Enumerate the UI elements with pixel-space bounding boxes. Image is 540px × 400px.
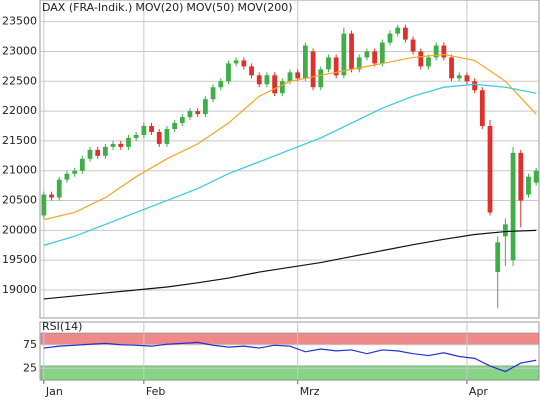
line-series <box>43 83 537 246</box>
line-series <box>43 341 537 373</box>
candle-body <box>141 126 147 135</box>
candle-body <box>233 60 239 64</box>
candle-body <box>187 111 193 118</box>
candle-body <box>410 39 416 52</box>
candle-body <box>264 75 270 85</box>
plot-area <box>39 0 540 319</box>
candle-body <box>310 51 316 88</box>
candle-body <box>64 173 70 180</box>
candle-body <box>56 179 62 198</box>
candle-body <box>226 63 231 82</box>
line-series <box>43 229 537 300</box>
candle-body <box>318 69 324 88</box>
candle-body <box>249 66 254 76</box>
candle-body <box>149 126 154 132</box>
candle-body <box>210 87 216 100</box>
candle-body <box>395 27 401 34</box>
candle-body <box>179 117 185 124</box>
candle-body <box>510 152 516 261</box>
y-tick-label: 22000 <box>2 104 37 117</box>
candle-body <box>379 42 385 64</box>
y-tick-label: 20500 <box>2 194 37 207</box>
candle-body <box>487 126 493 213</box>
candle-body <box>518 152 524 201</box>
candle-body <box>433 45 439 58</box>
candle-body <box>295 72 301 79</box>
candle-body <box>364 51 370 58</box>
y-tick-label: 20000 <box>2 223 37 236</box>
candle-body <box>164 128 170 144</box>
candle-body <box>479 90 485 127</box>
line-series <box>43 53 537 221</box>
candle-body <box>356 57 362 70</box>
candle-body <box>303 45 308 79</box>
candle-body <box>426 57 431 67</box>
x-tick-label: Jan <box>45 385 63 398</box>
candle-body <box>456 75 462 79</box>
y-tick-label: 22500 <box>2 74 37 87</box>
y-tick-label: 75 <box>23 338 37 351</box>
candle-body <box>495 242 501 273</box>
candle-body <box>49 194 54 198</box>
candle-body <box>41 194 47 216</box>
candle-body <box>126 137 131 147</box>
rsi-zone <box>40 332 540 345</box>
candle-body <box>449 57 454 79</box>
candle-body <box>279 81 285 94</box>
y-tick-label: 21000 <box>2 164 37 177</box>
candle-body <box>79 158 85 171</box>
candle-body <box>133 134 139 138</box>
candle-body <box>172 123 177 129</box>
y-tick-label: 23000 <box>2 44 37 57</box>
candle-body <box>503 224 508 237</box>
candle-body <box>333 57 339 76</box>
x-tick-label: Mrz <box>300 385 320 398</box>
candle-body <box>387 33 393 43</box>
y-tick-label: 21500 <box>2 134 37 147</box>
candle-body <box>218 81 224 88</box>
candle-body <box>95 149 101 156</box>
candle-body <box>87 149 93 159</box>
candle-body <box>341 33 347 76</box>
candle-body <box>272 75 277 94</box>
candle-body <box>118 143 124 147</box>
candle-body <box>156 131 162 144</box>
candle-body <box>418 51 424 67</box>
y-tick-label: 25 <box>23 361 37 374</box>
candle-body <box>203 99 208 115</box>
candle-body <box>472 81 477 91</box>
rsi-zone <box>40 365 540 381</box>
candle-body <box>256 75 262 85</box>
x-tick-label: Feb <box>146 385 165 398</box>
candle-body <box>526 176 531 195</box>
y-tick-label: 19000 <box>2 283 37 296</box>
legend-entry: RSI(14) <box>42 320 82 333</box>
candle-body <box>349 33 354 70</box>
candle-body <box>195 111 201 115</box>
candle-body <box>533 170 539 183</box>
candle-body <box>287 72 293 82</box>
legend-entry: DAX (FRA-Indik.) <box>42 1 132 14</box>
y-tick-label: 23500 <box>2 15 37 28</box>
candle-body <box>372 51 377 64</box>
y-tick-label: 19500 <box>2 253 37 266</box>
legend-entry: MOV(20) <box>135 1 183 14</box>
legend-entry: MOV(50) <box>186 1 234 14</box>
x-tick-label: Apr <box>469 385 489 398</box>
candle-body <box>241 60 247 67</box>
candle-body <box>464 75 470 82</box>
candle-body <box>72 170 77 174</box>
candle-body <box>103 146 108 156</box>
candle-body <box>110 143 116 147</box>
legend-entry: MOV(200) <box>237 1 292 14</box>
candle-body <box>441 45 447 58</box>
candle-body <box>403 27 408 40</box>
candle-body <box>326 57 331 70</box>
